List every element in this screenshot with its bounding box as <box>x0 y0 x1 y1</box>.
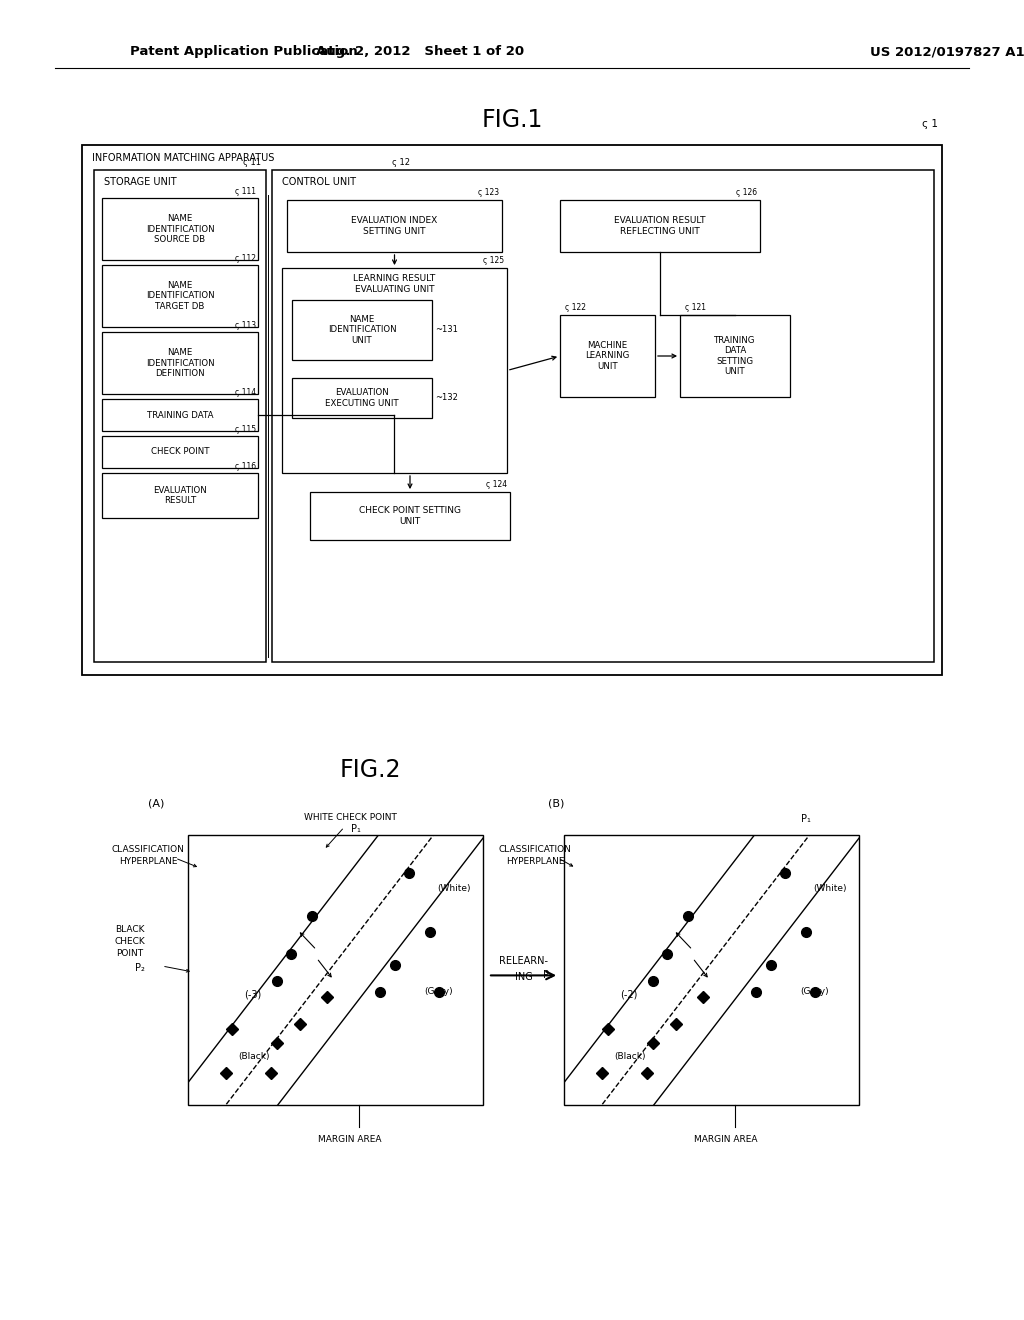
Text: ING: ING <box>515 973 532 982</box>
Text: (Black): (Black) <box>614 1052 646 1061</box>
Text: P₂: P₂ <box>543 970 553 979</box>
Text: LEARNING RESULT
EVALUATING UNIT: LEARNING RESULT EVALUATING UNIT <box>353 275 435 294</box>
Text: FIG.1: FIG.1 <box>481 108 543 132</box>
Text: HYPERPLANE: HYPERPLANE <box>506 858 564 866</box>
Bar <box>272 170 934 663</box>
Bar <box>102 436 258 469</box>
Text: INFORMATION MATCHING APPARATUS: INFORMATION MATCHING APPARATUS <box>92 153 274 162</box>
Text: ~132: ~132 <box>435 393 458 403</box>
Bar <box>287 201 502 252</box>
Text: ς 125: ς 125 <box>483 256 504 265</box>
Text: EVALUATION INDEX
SETTING UNIT: EVALUATION INDEX SETTING UNIT <box>351 216 437 236</box>
Text: NAME
IDENTIFICATION
DEFINITION: NAME IDENTIFICATION DEFINITION <box>145 348 214 378</box>
Bar <box>560 201 760 252</box>
Text: ς 124: ς 124 <box>485 480 507 488</box>
Bar <box>564 836 859 1105</box>
Text: ς 116: ς 116 <box>234 462 256 471</box>
Text: ς 122: ς 122 <box>565 304 586 312</box>
Bar <box>188 836 483 1105</box>
Text: NAME
IDENTIFICATION
SOURCE DB: NAME IDENTIFICATION SOURCE DB <box>145 214 214 244</box>
Text: CLASSIFICATION: CLASSIFICATION <box>112 846 184 854</box>
Text: HYPERPLANE: HYPERPLANE <box>119 858 177 866</box>
Text: STORAGE UNIT: STORAGE UNIT <box>104 177 176 187</box>
Text: FIG.2: FIG.2 <box>339 758 400 781</box>
Text: ς 113: ς 113 <box>234 321 256 330</box>
Text: NAME
IDENTIFICATION
TARGET DB: NAME IDENTIFICATION TARGET DB <box>145 281 214 312</box>
Text: BLACK: BLACK <box>116 925 144 935</box>
Text: ς 12: ς 12 <box>392 158 410 168</box>
Text: P₁: P₁ <box>351 824 361 834</box>
Bar <box>282 268 507 473</box>
Text: CLASSIFICATION: CLASSIFICATION <box>499 846 571 854</box>
Text: US 2012/0197827 A1: US 2012/0197827 A1 <box>870 45 1024 58</box>
Text: (Gray): (Gray) <box>424 987 453 997</box>
Text: EVALUATION
RESULT: EVALUATION RESULT <box>154 486 207 506</box>
Bar <box>680 315 790 397</box>
Text: (Gray): (Gray) <box>801 987 829 997</box>
Text: (A): (A) <box>148 799 165 808</box>
Text: Aug. 2, 2012   Sheet 1 of 20: Aug. 2, 2012 Sheet 1 of 20 <box>316 45 524 58</box>
Bar <box>102 198 258 260</box>
Bar <box>292 378 432 418</box>
Text: WHITE CHECK POINT: WHITE CHECK POINT <box>304 813 396 821</box>
Bar <box>188 836 483 1105</box>
Text: MACHINE
LEARNING
UNIT: MACHINE LEARNING UNIT <box>586 341 630 371</box>
Bar <box>102 473 258 517</box>
Text: ς 126: ς 126 <box>736 187 757 197</box>
Text: P₂: P₂ <box>135 964 145 973</box>
Text: ς 123: ς 123 <box>478 187 499 197</box>
Text: EVALUATION
EXECUTING UNIT: EVALUATION EXECUTING UNIT <box>326 388 398 408</box>
Text: CHECK POINT: CHECK POINT <box>151 447 209 457</box>
Text: ς 115: ς 115 <box>234 425 256 434</box>
Text: ς 121: ς 121 <box>685 304 706 312</box>
Text: MARGIN AREA: MARGIN AREA <box>694 1135 758 1144</box>
Text: ς 11: ς 11 <box>243 158 261 168</box>
Text: ς 111: ς 111 <box>234 187 256 195</box>
Text: (B): (B) <box>548 799 564 808</box>
Text: TRAINING
DATA
SETTING
UNIT: TRAINING DATA SETTING UNIT <box>715 335 756 376</box>
Text: POINT: POINT <box>117 949 143 958</box>
Bar <box>82 145 942 675</box>
Text: (-2): (-2) <box>621 989 638 999</box>
Bar <box>560 315 655 397</box>
Text: (Black): (Black) <box>239 1052 269 1061</box>
Text: ~131: ~131 <box>435 326 458 334</box>
Text: (White): (White) <box>437 884 470 894</box>
Bar <box>310 492 510 540</box>
Text: CHECK: CHECK <box>115 937 145 946</box>
Bar <box>564 836 859 1105</box>
Bar <box>94 170 266 663</box>
Text: RELEARN-: RELEARN- <box>499 957 548 966</box>
Text: EVALUATION RESULT
REFLECTING UNIT: EVALUATION RESULT REFLECTING UNIT <box>614 216 706 236</box>
Text: P₁: P₁ <box>801 814 811 824</box>
Text: ς 112: ς 112 <box>234 253 256 263</box>
Text: TRAINING DATA: TRAINING DATA <box>146 411 213 420</box>
Text: ς 114: ς 114 <box>234 388 256 397</box>
Text: CONTROL UNIT: CONTROL UNIT <box>282 177 356 187</box>
Text: NAME
IDENTIFICATION
UNIT: NAME IDENTIFICATION UNIT <box>328 315 396 345</box>
Text: (-3): (-3) <box>245 989 261 999</box>
Bar <box>102 333 258 393</box>
Text: (White): (White) <box>813 884 846 894</box>
Bar <box>292 300 432 360</box>
Text: MARGIN AREA: MARGIN AREA <box>318 1135 382 1144</box>
Bar <box>102 265 258 327</box>
Text: Patent Application Publication: Patent Application Publication <box>130 45 357 58</box>
Text: CHECK POINT SETTING
UNIT: CHECK POINT SETTING UNIT <box>359 507 461 525</box>
Text: ς 1: ς 1 <box>922 119 938 129</box>
Bar <box>102 399 258 432</box>
